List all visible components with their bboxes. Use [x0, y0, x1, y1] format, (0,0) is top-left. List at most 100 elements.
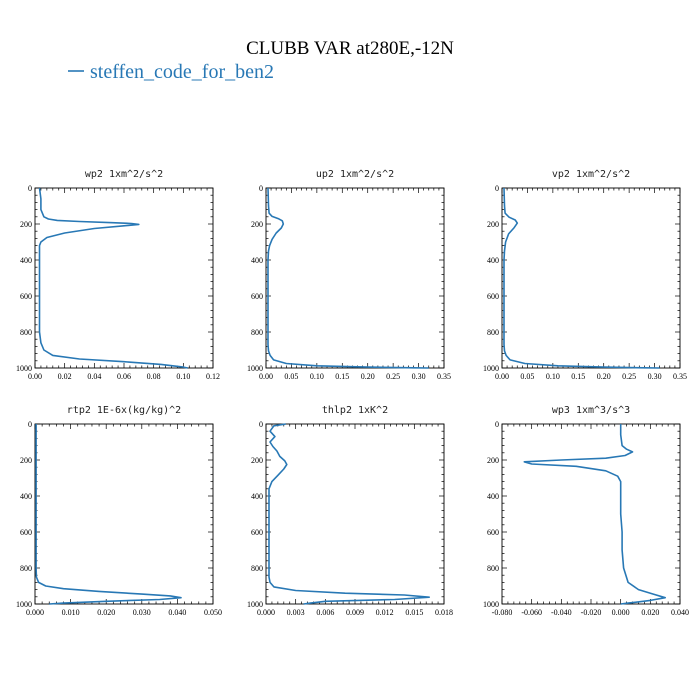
panel-title: up2 1xm^2/s^2	[316, 169, 394, 180]
x-tick-label: 0.015	[405, 608, 423, 617]
x-tick-label: 0.12	[206, 372, 220, 381]
x-tick-label: 0.20	[361, 372, 375, 381]
axis-frame	[265, 187, 445, 369]
panel-5: thlp2 1xK^2 0.000 0.003 0.006 0.009 0.012 0.01…	[247, 405, 453, 617]
y-tick-label: 600	[251, 528, 263, 537]
y-tick-label: 800	[251, 328, 263, 337]
y-tick-label: 200	[251, 220, 263, 229]
y-tick-label: 1000	[483, 364, 499, 373]
y-tick-label: 800	[487, 564, 499, 573]
y-tick-label: 0	[495, 420, 499, 429]
figure-title: CLUBB VAR at280E,-12N	[246, 38, 454, 59]
panel-title: wp2 1xm^2/s^2	[85, 169, 163, 180]
y-tick-label: 1000	[16, 364, 32, 373]
series-line	[267, 187, 429, 369]
y-tick-label: 1000	[16, 600, 32, 609]
panel-title: vp2 1xm^2/s^2	[552, 169, 630, 180]
panel-title: thlp2 1xK^2	[322, 405, 388, 416]
y-tick-label: 200	[20, 456, 32, 465]
legend: steffen_code_for_ben2	[68, 61, 274, 83]
x-tick-label: -0.040	[551, 608, 572, 617]
y-tick-label: 800	[487, 328, 499, 337]
y-tick-label: 600	[487, 292, 499, 301]
y-tick-label: 400	[487, 256, 499, 265]
x-tick-label: 0.15	[335, 372, 349, 381]
x-tick-label: 0.05	[284, 372, 298, 381]
x-tick-label: 0.04	[87, 372, 101, 381]
y-tick-label: 1000	[483, 600, 499, 609]
y-tick-label: 600	[487, 528, 499, 537]
x-tick-label: 0.06	[117, 372, 131, 381]
x-tick-label: 0.35	[437, 372, 451, 381]
y-tick-label: 200	[20, 220, 32, 229]
x-tick-label: 0.000	[26, 608, 44, 617]
y-tick-label: 400	[20, 492, 32, 501]
series-line	[268, 423, 431, 605]
y-tick-label: 400	[251, 256, 263, 265]
y-tick-label: 600	[20, 292, 32, 301]
panel-3: vp2 1xm^2/s^2 0.00 0.05 0.10 0.15 0.20 0.25 0.3…	[483, 169, 687, 381]
y-tick-label: 200	[487, 456, 499, 465]
y-tick-label: 400	[487, 492, 499, 501]
y-tick-label: 0	[28, 420, 32, 429]
axis-frame	[34, 187, 214, 369]
panel-6: wp3 1xm^3/s^3 -0.080 -0.060 -0.040 -0.020 0.0…	[483, 405, 689, 617]
y-tick-label: 1000	[247, 600, 263, 609]
x-tick-label: 0.30	[648, 372, 662, 381]
x-tick-label: 0.30	[412, 372, 426, 381]
x-tick-label: 0.009	[346, 608, 364, 617]
y-tick-label: 1000	[247, 364, 263, 373]
panel-4: rtp2 1E-6x(kg/kg)^2 0.000 0.010 0.020 0.030 0…	[16, 405, 222, 617]
y-tick-label: 600	[251, 292, 263, 301]
x-tick-label: 0.00	[259, 372, 273, 381]
legend-label: steffen_code_for_ben2	[90, 61, 274, 83]
y-tick-label: 200	[251, 456, 263, 465]
y-tick-label: 0	[259, 184, 263, 193]
x-tick-label: 0.25	[386, 372, 400, 381]
x-tick-label: 0.15	[571, 372, 585, 381]
y-tick-label: 0	[28, 184, 32, 193]
x-tick-label: 0.006	[316, 608, 334, 617]
y-tick-label: 800	[20, 564, 32, 573]
x-tick-label: 0.02	[58, 372, 72, 381]
x-tick-label: 0.012	[376, 608, 394, 617]
x-tick-label: 0.020	[641, 608, 659, 617]
x-tick-label: 0.08	[147, 372, 161, 381]
series-line	[38, 187, 188, 369]
x-tick-label: 0.35	[673, 372, 687, 381]
y-tick-label: 400	[251, 492, 263, 501]
panel-2: up2 1xm^2/s^2 0.00 0.05 0.10 0.15 0.20 0.25 0.3…	[247, 169, 451, 381]
axis-frame	[501, 187, 681, 369]
x-tick-label: 0.010	[62, 608, 80, 617]
x-tick-label: 0.000	[612, 608, 630, 617]
y-tick-label: 400	[20, 256, 32, 265]
x-tick-label: 0.000	[257, 608, 275, 617]
y-tick-label: 800	[251, 564, 263, 573]
y-tick-label: 600	[20, 528, 32, 537]
panel-title: rtp2 1E-6x(kg/kg)^2	[67, 405, 181, 416]
x-tick-label: 0.018	[435, 608, 453, 617]
axis-frame	[265, 423, 445, 605]
x-tick-label: 0.00	[495, 372, 509, 381]
series-line	[523, 424, 667, 605]
x-tick-label: 0.10	[310, 372, 324, 381]
x-tick-label: 0.040	[671, 608, 689, 617]
series-line	[35, 424, 182, 605]
x-tick-label: -0.060	[521, 608, 542, 617]
y-tick-label: 200	[487, 220, 499, 229]
series-line	[503, 187, 660, 369]
x-tick-label: 0.030	[133, 608, 151, 617]
x-tick-label: 0.10	[176, 372, 190, 381]
panel-1: wp2 1xm^2/s^2 0.00 0.02 0.04 0.06 0.08 0.10 0.1…	[16, 169, 220, 381]
y-tick-label: 800	[20, 328, 32, 337]
x-tick-label: 0.20	[597, 372, 611, 381]
axis-frame	[34, 423, 214, 605]
x-tick-label: 0.050	[204, 608, 222, 617]
y-tick-label: 0	[495, 184, 499, 193]
x-tick-label: 0.25	[622, 372, 636, 381]
y-tick-label: 0	[259, 420, 263, 429]
x-tick-label: -0.080	[492, 608, 513, 617]
x-tick-label: 0.040	[168, 608, 186, 617]
axis-frame	[501, 423, 681, 605]
